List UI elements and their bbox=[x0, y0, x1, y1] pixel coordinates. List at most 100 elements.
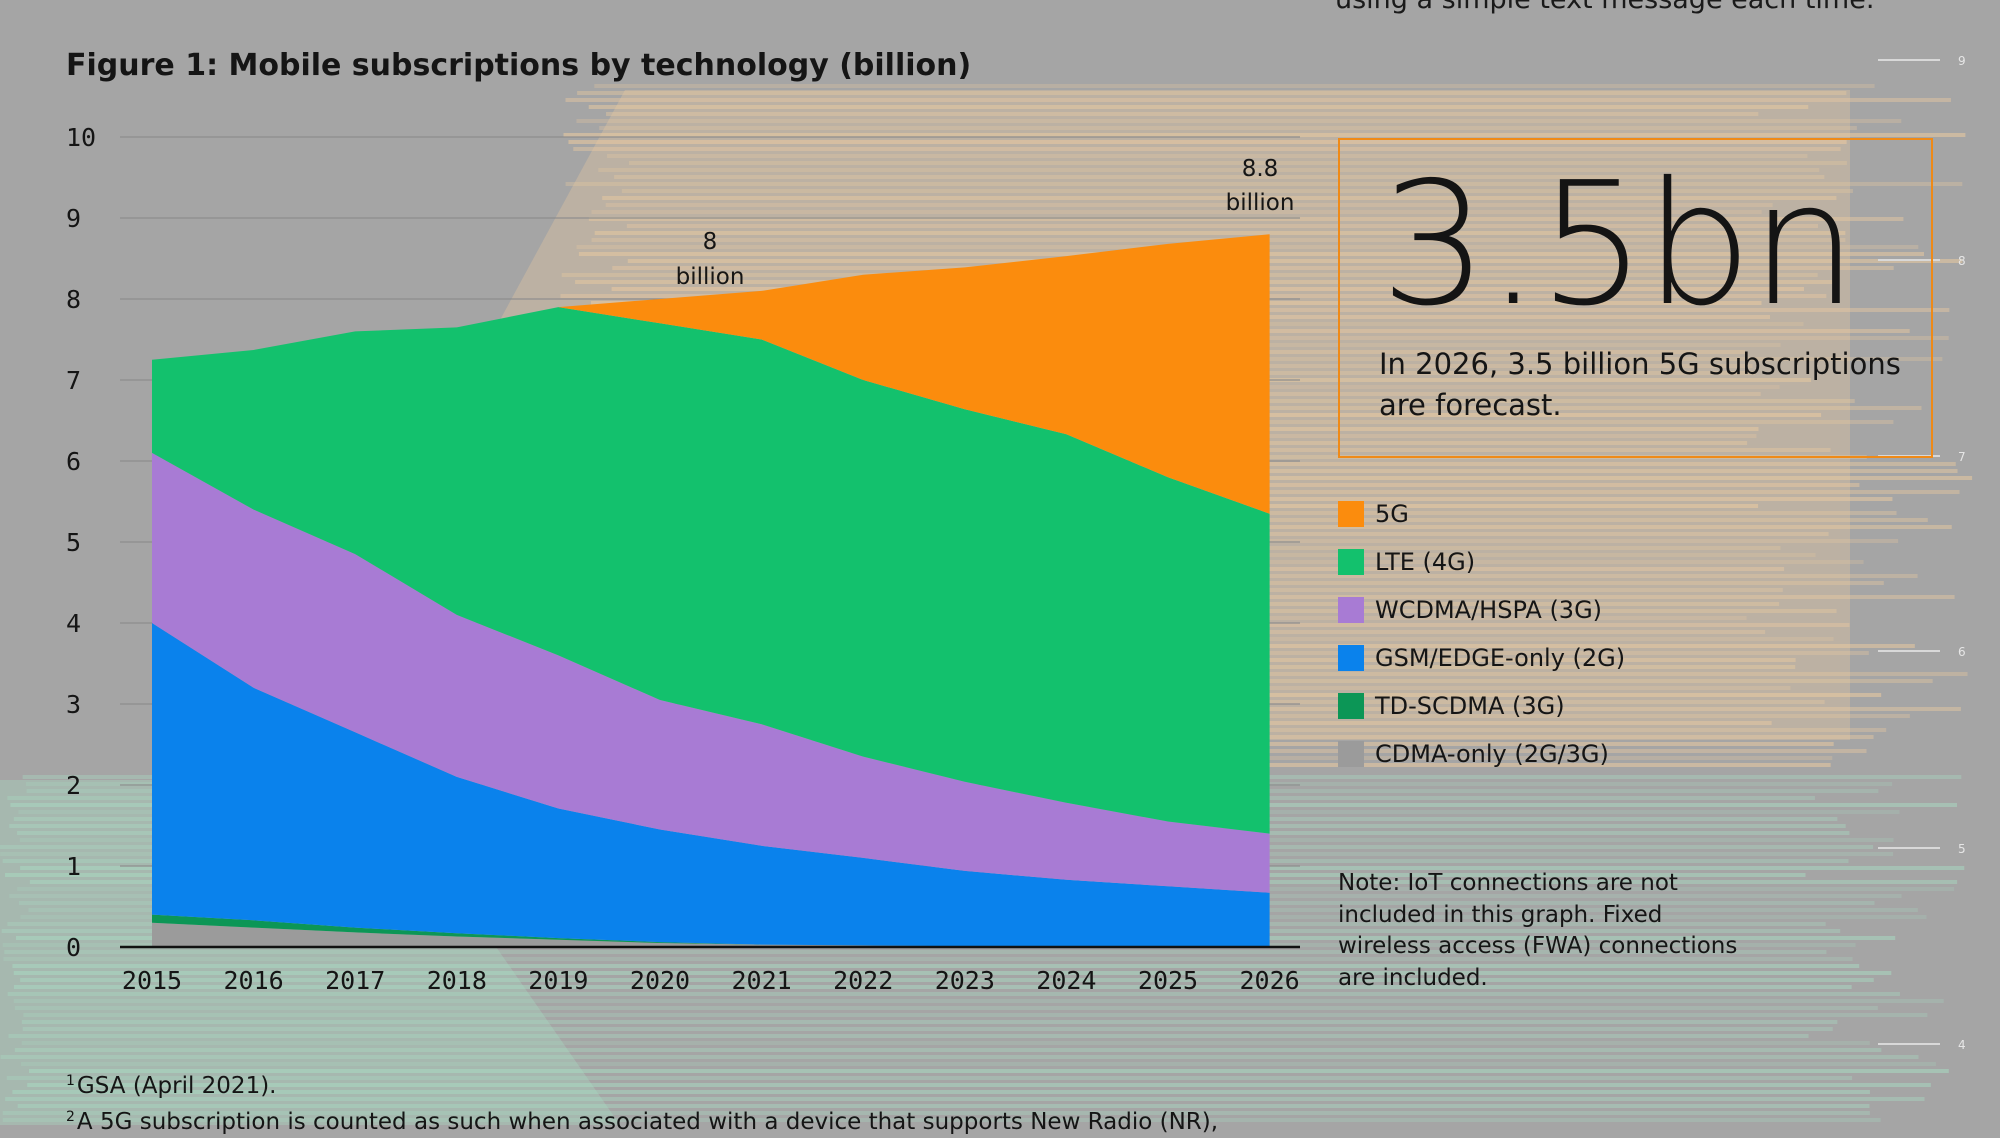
annotation-value: 8.8 bbox=[1242, 156, 1279, 182]
bg-bar bbox=[12, 1090, 1870, 1094]
bg-bar bbox=[592, 476, 1973, 480]
bg-bar bbox=[606, 336, 1949, 340]
x-tick-label: 2019 bbox=[528, 966, 588, 995]
footnote: 1GSA (April 2021). bbox=[66, 1073, 277, 1099]
annotation-value: 8 bbox=[703, 229, 718, 255]
y-tick-label: 8 bbox=[66, 285, 81, 314]
bg-bar bbox=[589, 595, 1955, 599]
bg-bar bbox=[27, 1083, 1931, 1087]
bg-bar bbox=[6, 1076, 1853, 1080]
bg-scale-label: 9 bbox=[1958, 54, 1966, 68]
area-series bbox=[152, 914, 1270, 947]
bg-bar bbox=[599, 126, 1857, 130]
y-tick-label: 3 bbox=[66, 690, 81, 719]
legend-swatch bbox=[1338, 549, 1364, 575]
bg-bar bbox=[594, 84, 1875, 88]
bg-bar bbox=[17, 1104, 1870, 1108]
bg-bar bbox=[615, 490, 1960, 494]
area-series bbox=[152, 307, 1270, 834]
bg-bar bbox=[614, 175, 1825, 179]
legend-swatch bbox=[1338, 501, 1364, 527]
x-tick-label: 2018 bbox=[427, 966, 487, 995]
bg-bar bbox=[13, 999, 1944, 1003]
area-series bbox=[152, 234, 1270, 514]
y-tick-label: 0 bbox=[66, 933, 81, 962]
bg-bar bbox=[622, 672, 1968, 676]
bg-bar bbox=[602, 196, 1837, 200]
callout-big-number: 3.5bn bbox=[1380, 146, 1858, 344]
y-tick-label: 10 bbox=[66, 123, 96, 152]
legend-label: GSM/EDGE-only (2G) bbox=[1375, 644, 1626, 672]
x-tick-label: 2017 bbox=[325, 966, 385, 995]
annotation-layer: 8 billion 8.8 billion bbox=[676, 156, 1295, 290]
y-tick-label: 7 bbox=[66, 366, 81, 395]
bg-bar bbox=[13, 985, 1852, 989]
bg-bar bbox=[20, 978, 1874, 982]
bg-bar bbox=[588, 105, 1809, 109]
bg-bar bbox=[628, 161, 1847, 165]
y-tick-label: 6 bbox=[66, 447, 81, 476]
legend-swatch bbox=[1338, 645, 1364, 671]
bg-bar bbox=[13, 971, 1892, 975]
bg-scale-label: 7 bbox=[1958, 450, 1966, 464]
bg-bar bbox=[606, 112, 1759, 116]
bg-bar bbox=[2, 1111, 1870, 1115]
bg-bar bbox=[5, 1097, 1925, 1101]
bg-bar bbox=[573, 147, 1841, 151]
legend-swatch bbox=[1338, 741, 1364, 767]
bg-bar bbox=[2, 1118, 1881, 1122]
x-tick-label: 2025 bbox=[1138, 966, 1198, 995]
bg-bar bbox=[14, 1006, 1878, 1010]
y-tick-label: 2 bbox=[66, 771, 81, 800]
x-tick-label: 2016 bbox=[223, 966, 283, 995]
area-layer bbox=[152, 234, 1270, 947]
legend-swatch bbox=[1338, 597, 1364, 623]
bg-bar bbox=[591, 308, 1950, 312]
bg-bar bbox=[4, 950, 1827, 954]
bg-bar bbox=[594, 469, 1958, 473]
bg-bar bbox=[21, 1020, 1838, 1024]
bg-bar bbox=[576, 119, 1902, 123]
x-tick-label: 2021 bbox=[731, 966, 791, 995]
area-series bbox=[152, 623, 1270, 947]
bg-bar bbox=[12, 964, 1860, 968]
y-tick-label: 9 bbox=[66, 204, 81, 233]
bg-bar bbox=[591, 210, 1762, 214]
callout-box bbox=[1338, 138, 1933, 458]
bg-bar bbox=[21, 1041, 1870, 1045]
legend-label: WCDMA/HSPA (3G) bbox=[1375, 596, 1603, 624]
bg-bar bbox=[627, 259, 1963, 263]
footnote: 2A 5G subscription is counted as such wh… bbox=[66, 1109, 1219, 1135]
bg-scale-label: 5 bbox=[1958, 842, 1966, 856]
bg-bar bbox=[563, 133, 1966, 137]
axis-layer: 0 1 2 3 4 5 6 7 8 9 10 2015 2016 2017 2018 2019 2020 2021… bbox=[66, 123, 1300, 995]
bg-bar bbox=[591, 525, 1952, 529]
legend-label: 5G bbox=[1375, 500, 1409, 528]
bg-scale-label: 4 bbox=[1958, 1038, 1966, 1052]
bg-bar bbox=[612, 518, 1928, 522]
area-series bbox=[152, 922, 1270, 947]
legend-swatch bbox=[1338, 693, 1364, 719]
annotation-unit: billion bbox=[676, 264, 745, 290]
bg-bar bbox=[594, 231, 1846, 235]
footnotes: 1GSA (April 2021). 2A 5G subscription is… bbox=[66, 1066, 1218, 1138]
annotation-unit: billion bbox=[1226, 190, 1295, 216]
bg-bar bbox=[7, 992, 1900, 996]
chart-note: Note: IoT connections are not included i… bbox=[1338, 870, 1738, 991]
bg-bar bbox=[3, 957, 1853, 961]
bg-bar bbox=[14, 1048, 1882, 1052]
bg-scale-label: 8 bbox=[1958, 254, 1966, 268]
x-tick-label: 2022 bbox=[833, 966, 893, 995]
bg-bar bbox=[626, 679, 1933, 683]
y-tick-label: 1 bbox=[66, 852, 81, 881]
bg-bar bbox=[21, 1062, 1936, 1066]
y-tick-label: 4 bbox=[66, 609, 81, 638]
bg-scale-label: 6 bbox=[1958, 645, 1966, 659]
legend-label: TD-SCDMA (3G) bbox=[1375, 692, 1565, 720]
bg-bar bbox=[618, 357, 1943, 361]
bg-bar bbox=[607, 154, 1808, 158]
bg-bar bbox=[588, 217, 1904, 221]
legend-label: CDMA-only (2G/3G) bbox=[1375, 740, 1609, 768]
x-tick-label: 2024 bbox=[1036, 966, 1096, 995]
x-tick-label: 2023 bbox=[935, 966, 995, 995]
